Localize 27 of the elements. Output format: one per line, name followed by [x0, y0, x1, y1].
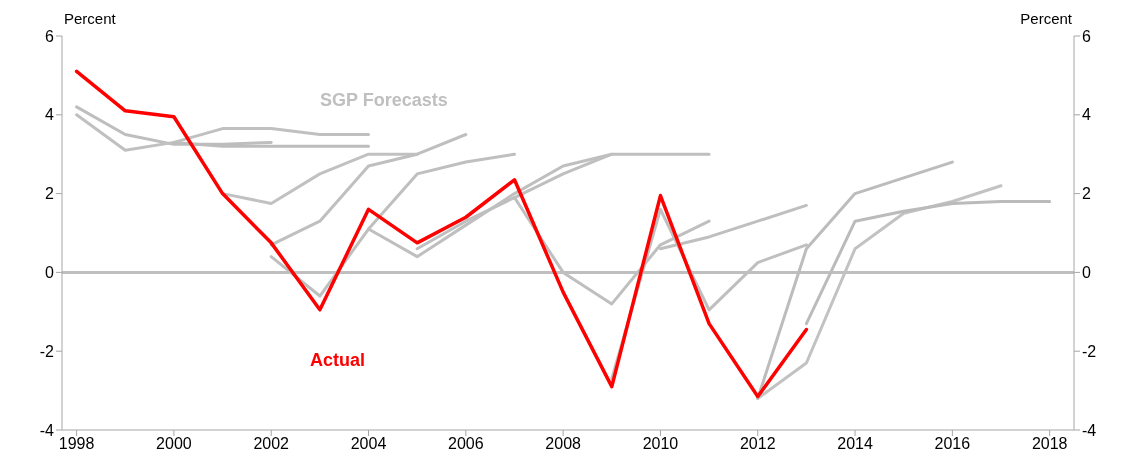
x-tick-label: 2014 — [837, 435, 873, 453]
y-tick-label: -4 — [39, 421, 55, 439]
x-tick-label: 2016 — [934, 435, 971, 453]
x-tick-label: 1998 — [58, 435, 95, 453]
y-axis-title: Percent — [64, 10, 116, 27]
annotation: SGP Forecasts — [320, 90, 448, 111]
y-tick-label: 2 — [45, 185, 55, 203]
y2-tick-label: 2 — [1082, 185, 1091, 203]
y-tick-label: 6 — [45, 27, 55, 45]
y-tick-label: 4 — [45, 106, 55, 124]
y2-tick-label: -2 — [1082, 342, 1097, 360]
x-tick-label: 2018 — [1031, 435, 1068, 453]
x-tick-label: 2008 — [545, 435, 582, 453]
text: Actual — [310, 350, 366, 371]
y-tick-label: -2 — [39, 342, 55, 360]
y2-tick-label: 4 — [1082, 106, 1091, 124]
x-tick-label: 2010 — [642, 435, 679, 453]
x-tick-label: 2012 — [739, 435, 776, 453]
x-tick-label: 2006 — [448, 435, 484, 453]
x-tick-label: 2004 — [350, 435, 387, 453]
x-tick-label: 2000 — [156, 435, 192, 453]
y-tick-label: 0 — [45, 264, 55, 282]
y2-tick-label: 6 — [1082, 27, 1091, 45]
y2-axis-title: Percent — [1020, 10, 1072, 27]
y2-tick-label: -4 — [1082, 421, 1097, 439]
x-tick-label: 2002 — [253, 435, 290, 453]
y2-tick-label: 0 — [1082, 264, 1091, 282]
